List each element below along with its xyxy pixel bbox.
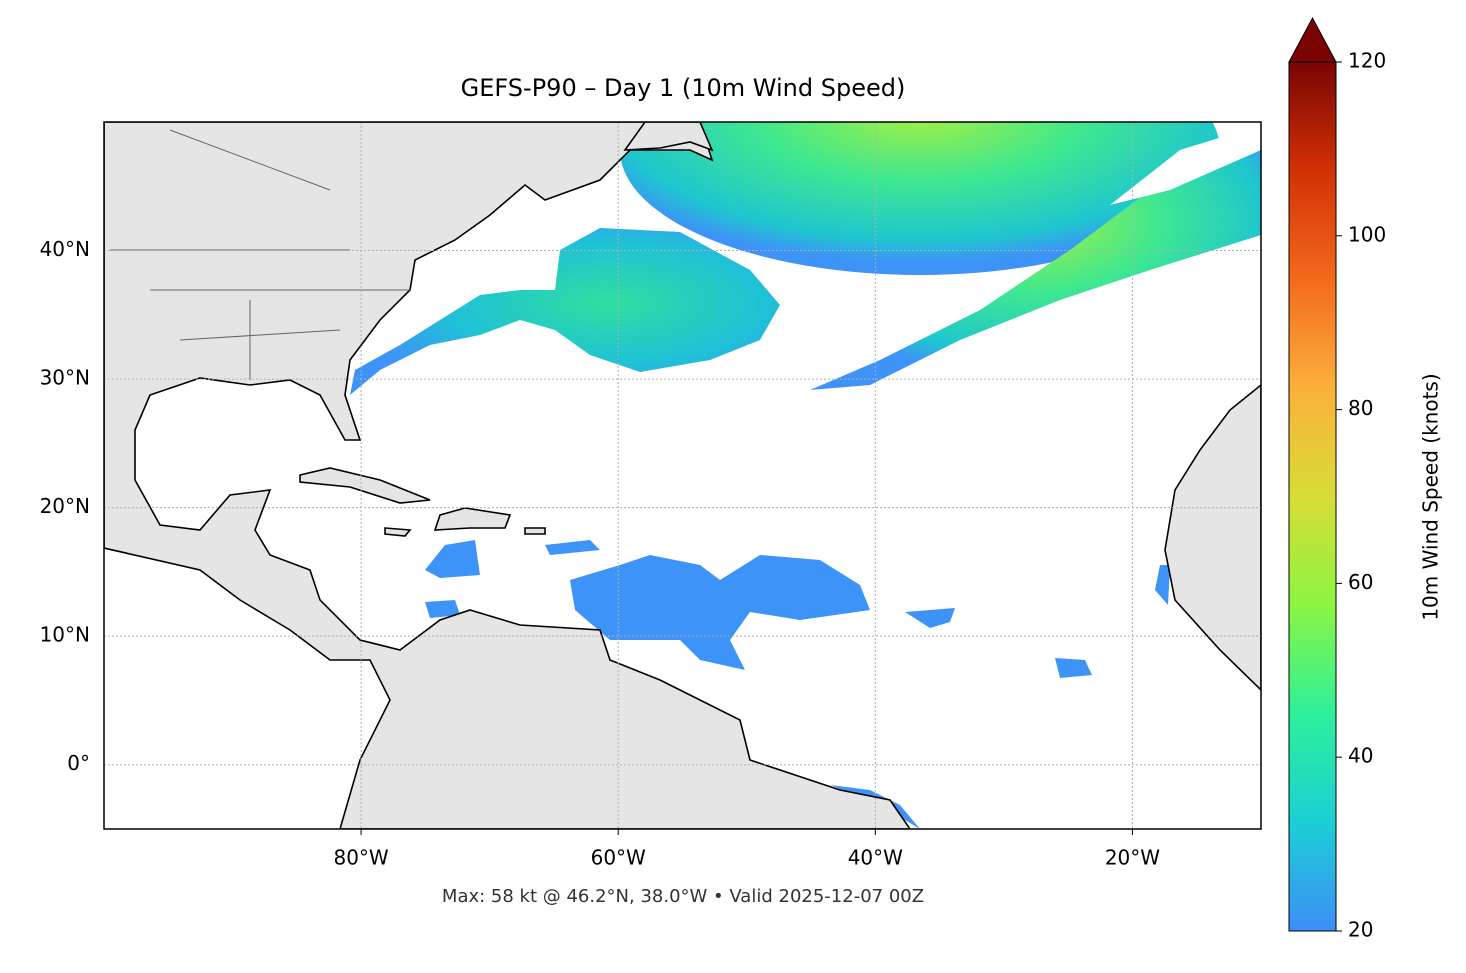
x-tick-label: 80°W xyxy=(333,846,388,870)
y-tick-label: 30°N xyxy=(40,366,90,390)
colorbar-label: 10m Wind Speed (knots) xyxy=(1419,373,1443,620)
colorbar-tick-label: 100 xyxy=(1348,222,1386,246)
colorbar-tick-label: 60 xyxy=(1348,570,1373,594)
colorbar-tick-label: 20 xyxy=(1348,918,1373,942)
x-tick-label: 40°W xyxy=(848,846,903,870)
wind-area xyxy=(425,600,460,618)
wind-gap xyxy=(1110,125,1261,205)
chart-title: GEFS-P90 – Day 1 (10m Wind Speed) xyxy=(461,74,906,102)
colorbar-tick-label: 80 xyxy=(1348,396,1373,420)
land-americas xyxy=(104,122,911,829)
wind-area xyxy=(620,122,1220,275)
y-tick-label: 10°N xyxy=(40,623,90,647)
y-tick-label: 20°N xyxy=(40,494,90,518)
map-area xyxy=(104,122,1261,829)
wind-area xyxy=(425,540,480,578)
map-frame xyxy=(103,121,1262,830)
land-cuba xyxy=(299,467,431,504)
x-tick-label: 20°W xyxy=(1105,846,1160,870)
wind-area xyxy=(570,555,870,670)
land-pr xyxy=(524,527,546,535)
colorbar-extend xyxy=(1288,16,1337,63)
footnote: Max: 58 kt @ 46.2°N, 38.0°W • Valid 2025… xyxy=(442,886,924,907)
state-borders xyxy=(110,129,410,380)
wind-field xyxy=(350,122,1261,829)
y-tick-label: 0° xyxy=(67,751,90,775)
gridlines xyxy=(104,122,1261,829)
colorbar-tick-label: 120 xyxy=(1348,49,1386,73)
land-africa xyxy=(1164,383,1261,692)
wind-area xyxy=(1155,565,1170,605)
wind-area xyxy=(905,608,955,628)
wind-area xyxy=(350,228,780,395)
colorbar xyxy=(1288,61,1337,932)
land-jamaica xyxy=(384,527,412,537)
wind-area xyxy=(1055,658,1092,678)
land-newfoundland xyxy=(623,122,714,152)
wind-area xyxy=(830,785,920,829)
colorbar-tick-label: 40 xyxy=(1348,744,1373,768)
y-tick-label: 40°N xyxy=(40,237,90,261)
wind-area xyxy=(545,540,600,555)
x-tick-label: 60°W xyxy=(591,846,646,870)
